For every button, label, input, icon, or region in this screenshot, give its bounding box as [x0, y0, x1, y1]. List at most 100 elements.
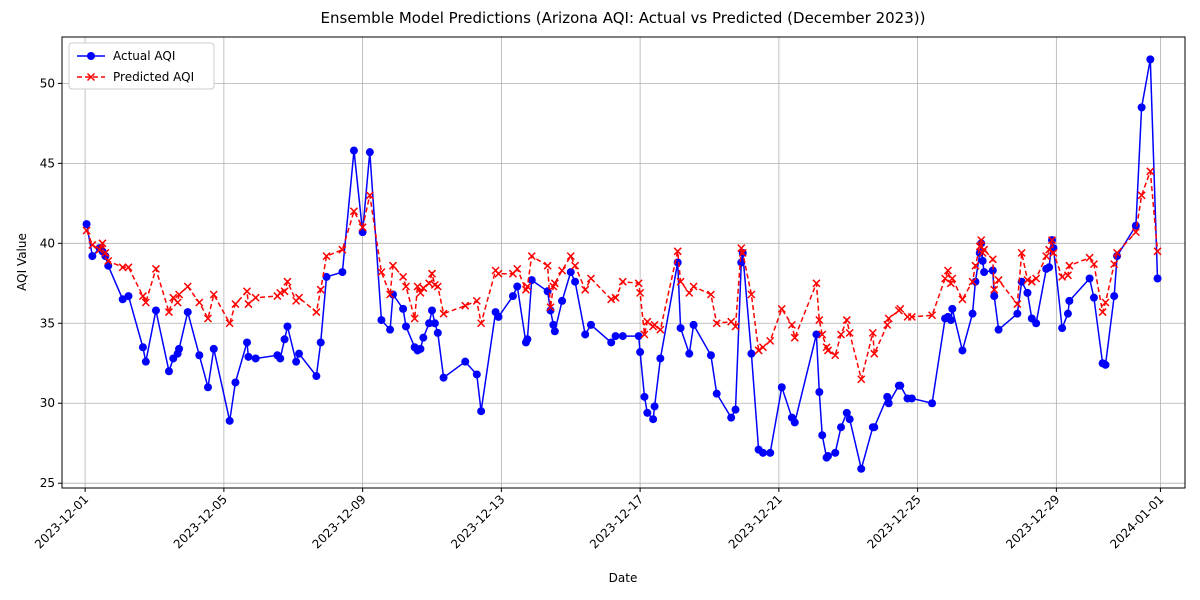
point	[543, 261, 552, 270]
point	[425, 279, 434, 288]
point	[689, 320, 698, 329]
x-axis-label: Date	[609, 571, 638, 585]
point	[88, 252, 97, 261]
point	[676, 324, 685, 333]
point	[971, 277, 980, 286]
legend-marker	[87, 52, 95, 60]
point	[88, 240, 97, 249]
point	[977, 236, 986, 245]
point	[988, 266, 997, 275]
point	[980, 268, 989, 277]
point	[581, 285, 590, 294]
point	[283, 277, 292, 286]
point	[618, 332, 627, 341]
point	[138, 292, 147, 301]
point	[689, 282, 698, 291]
point	[731, 322, 740, 331]
point	[818, 330, 827, 339]
point	[676, 277, 685, 286]
point	[868, 328, 877, 337]
point	[401, 282, 411, 291]
point	[1153, 274, 1162, 283]
point	[316, 285, 325, 294]
point	[978, 256, 987, 265]
point	[1137, 103, 1146, 112]
point	[958, 295, 967, 304]
point	[439, 309, 448, 318]
point	[870, 423, 879, 432]
point	[706, 351, 715, 360]
point	[513, 282, 522, 291]
x-tick-label: 2023-12-29	[1003, 492, 1062, 551]
legend-label: Predicted AQI	[113, 70, 194, 84]
point	[607, 295, 616, 304]
point	[1110, 292, 1119, 301]
point	[386, 325, 395, 334]
point	[607, 338, 616, 347]
point	[1013, 300, 1022, 309]
plot-frame	[61, 36, 1186, 489]
point	[831, 448, 840, 457]
point	[640, 330, 649, 339]
point	[815, 316, 824, 325]
x-tick-label: 2023-12-05	[171, 492, 230, 551]
point	[349, 207, 358, 216]
point	[251, 293, 260, 302]
point	[650, 402, 659, 411]
point	[857, 464, 866, 473]
point	[1089, 260, 1098, 269]
point	[1153, 247, 1162, 256]
point	[358, 223, 367, 232]
point	[399, 304, 408, 313]
point	[427, 269, 437, 278]
point	[104, 256, 113, 265]
point	[477, 407, 486, 416]
point	[673, 247, 682, 256]
point	[1032, 274, 1041, 283]
point	[777, 304, 786, 313]
point	[766, 336, 775, 345]
series-line	[85, 59, 1159, 469]
point	[231, 300, 240, 309]
point	[836, 330, 846, 339]
point	[975, 242, 984, 251]
y-tick-label: 40	[40, 236, 55, 250]
x-tick-label: 2023-12-17	[587, 492, 646, 551]
point	[312, 308, 321, 317]
point	[416, 288, 425, 297]
point	[164, 367, 173, 376]
point	[410, 314, 419, 323]
point	[322, 252, 331, 261]
point	[1013, 309, 1022, 318]
point	[837, 423, 846, 432]
point	[439, 373, 448, 382]
point	[413, 282, 422, 291]
point	[175, 290, 184, 299]
point	[416, 344, 425, 353]
point	[1146, 167, 1155, 176]
y-tick-label: 45	[40, 156, 55, 170]
point	[295, 349, 304, 358]
point	[980, 245, 989, 254]
point	[316, 338, 325, 347]
point	[818, 431, 827, 440]
point	[845, 415, 854, 424]
point	[1110, 260, 1119, 269]
point	[283, 322, 292, 331]
point	[831, 351, 840, 360]
point	[399, 272, 408, 281]
point	[640, 392, 649, 401]
point	[1085, 253, 1094, 262]
point	[1063, 309, 1072, 318]
point	[183, 308, 192, 317]
point	[758, 343, 768, 352]
point	[141, 357, 150, 366]
point	[777, 383, 786, 392]
point	[225, 319, 234, 328]
x-tick-label: 2023-12-09	[310, 492, 369, 551]
point	[1098, 308, 1107, 317]
point	[790, 418, 799, 427]
point	[251, 354, 260, 363]
point	[823, 346, 833, 355]
point	[151, 306, 160, 315]
